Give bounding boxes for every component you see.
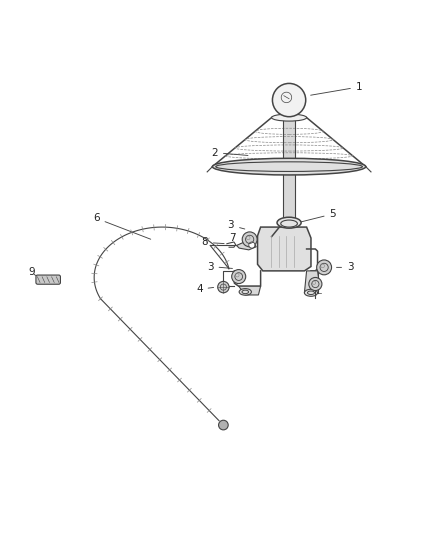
Circle shape: [218, 281, 229, 293]
Polygon shape: [258, 227, 311, 271]
Circle shape: [272, 84, 306, 117]
Polygon shape: [239, 286, 261, 295]
Text: 9: 9: [28, 267, 35, 277]
Text: 8: 8: [201, 237, 224, 247]
Text: 5: 5: [292, 209, 336, 224]
Text: 1: 1: [311, 82, 363, 95]
Polygon shape: [304, 271, 320, 295]
Bar: [283, 118, 295, 225]
Ellipse shape: [277, 217, 301, 228]
Circle shape: [249, 242, 255, 248]
Polygon shape: [237, 242, 256, 250]
Text: 3: 3: [227, 220, 245, 230]
Ellipse shape: [272, 114, 307, 121]
Circle shape: [219, 420, 228, 430]
Circle shape: [242, 232, 257, 247]
Ellipse shape: [239, 288, 251, 295]
Text: 3: 3: [336, 262, 354, 272]
Circle shape: [317, 260, 332, 275]
Text: 2: 2: [211, 148, 248, 158]
Circle shape: [309, 278, 322, 290]
Text: 7: 7: [229, 233, 241, 244]
Text: 4: 4: [196, 284, 214, 294]
Text: 6: 6: [93, 213, 151, 239]
FancyBboxPatch shape: [36, 275, 60, 284]
Circle shape: [232, 270, 246, 284]
Ellipse shape: [212, 158, 366, 175]
Text: 3: 3: [207, 262, 233, 271]
Ellipse shape: [304, 289, 318, 296]
